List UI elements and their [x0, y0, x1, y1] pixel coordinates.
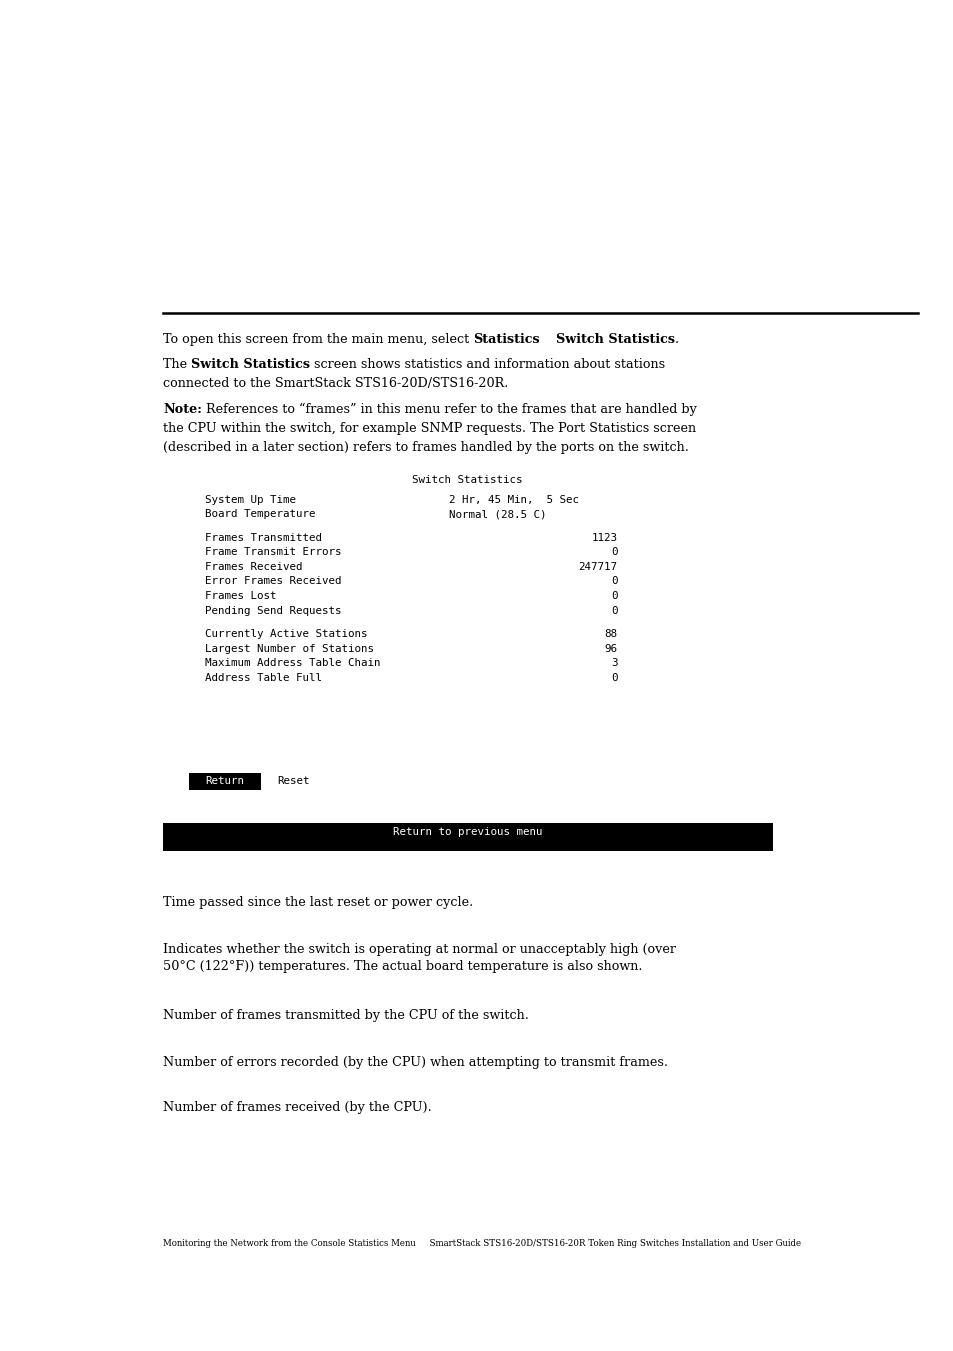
Text: connected to the SmartStack STS16-20D/STS16-20R.: connected to the SmartStack STS16-20D/ST…	[163, 377, 508, 390]
Text: Normal (28.5 C): Normal (28.5 C)	[448, 509, 546, 519]
Text: To open this screen from the main menu, select: To open this screen from the main menu, …	[163, 332, 473, 346]
Text: screen shows statistics and information about stations: screen shows statistics and information …	[310, 358, 664, 372]
Text: 50°C (122°F)) temperatures. The actual board temperature is also shown.: 50°C (122°F)) temperatures. The actual b…	[163, 961, 641, 973]
Bar	[162, 823, 772, 851]
Text: 88: 88	[604, 630, 617, 639]
Text: Frame Transmit Errors: Frame Transmit Errors	[205, 547, 341, 557]
Text: Note:: Note:	[163, 403, 202, 416]
Text: .: .	[674, 332, 679, 346]
Text: Number of frames transmitted by the CPU of the switch.: Number of frames transmitted by the CPU …	[163, 1009, 528, 1021]
FancyBboxPatch shape	[146, 455, 788, 862]
Text: Monitoring the Network from the Console Statistics Menu     SmartStack STS16-20D: Monitoring the Network from the Console …	[163, 1239, 801, 1248]
Text: 1123: 1123	[591, 532, 617, 543]
Text: 96: 96	[604, 643, 617, 654]
Text: Reset: Reset	[276, 775, 309, 786]
Text: 3: 3	[610, 658, 617, 669]
Text: Currently Active Stations: Currently Active Stations	[205, 630, 367, 639]
Text: Largest Number of Stations: Largest Number of Stations	[205, 643, 374, 654]
Text: Frames Lost: Frames Lost	[205, 590, 276, 601]
Text: 0: 0	[610, 577, 617, 586]
Text: the CPU within the switch, for example SNMP requests. The Port Statistics screen: the CPU within the switch, for example S…	[163, 422, 696, 435]
Text: Return: Return	[205, 775, 244, 786]
Text: 0: 0	[610, 605, 617, 616]
Text: Switch Statistics: Switch Statistics	[412, 474, 522, 485]
Text: 2 Hr, 45 Min,  5 Sec: 2 Hr, 45 Min, 5 Sec	[448, 494, 578, 504]
Text: Maximum Address Table Chain: Maximum Address Table Chain	[205, 658, 380, 669]
Text: Address Table Full: Address Table Full	[205, 673, 322, 682]
Text: Switch Statistics: Switch Statistics	[191, 358, 310, 372]
Text: The: The	[163, 358, 191, 372]
Text: 0: 0	[610, 547, 617, 557]
Text: Statistics: Statistics	[473, 332, 539, 346]
Text: Board Temperature: Board Temperature	[205, 509, 315, 519]
Text: Switch Statistics: Switch Statistics	[556, 332, 674, 346]
Text: Frames Transmitted: Frames Transmitted	[205, 532, 322, 543]
Text: 247717: 247717	[578, 562, 617, 571]
Text: Number of errors recorded (by the CPU) when attempting to transmit frames.: Number of errors recorded (by the CPU) w…	[163, 1056, 667, 1069]
Text: Frames Received: Frames Received	[205, 562, 302, 571]
Text: Pending Send Requests: Pending Send Requests	[205, 605, 341, 616]
Text: Indicates whether the switch is operating at normal or unacceptably high (over: Indicates whether the switch is operatin…	[163, 943, 676, 957]
Text: Time passed since the last reset or power cycle.: Time passed since the last reset or powe…	[163, 896, 473, 909]
Text: System Up Time: System Up Time	[205, 494, 295, 504]
Text: Number of frames received (by the CPU).: Number of frames received (by the CPU).	[163, 1101, 432, 1115]
Text: References to “frames” in this menu refer to the frames that are handled by: References to “frames” in this menu refe…	[202, 403, 696, 416]
Bar	[190, 773, 261, 790]
Text: (described in a later section) refers to frames handled by the ports on the swit: (described in a later section) refers to…	[163, 440, 688, 454]
Text: 0: 0	[610, 590, 617, 601]
Text: Return to previous menu: Return to previous menu	[393, 827, 541, 836]
Text: Error Frames Received: Error Frames Received	[205, 577, 341, 586]
Text: 0: 0	[610, 673, 617, 682]
